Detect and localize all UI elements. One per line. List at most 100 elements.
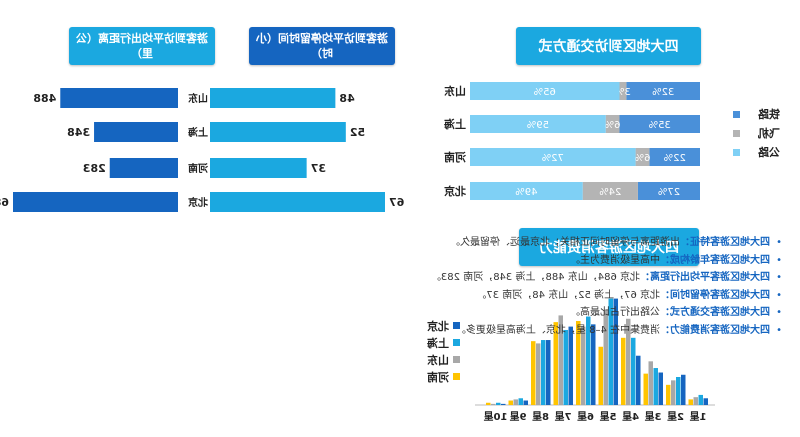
stay-hours-bar xyxy=(210,88,336,108)
transport-bar-segment xyxy=(635,148,650,166)
consumption-bar xyxy=(603,309,608,405)
consumption-bar xyxy=(703,398,708,405)
consumption-bar xyxy=(536,343,541,405)
transport-bar-segment xyxy=(582,182,638,200)
consumption-bar xyxy=(581,326,586,405)
transport-data-label: 6% xyxy=(635,153,651,164)
consumption-bar xyxy=(676,377,681,405)
transport-legend-swatch xyxy=(733,111,740,118)
consumption-bar xyxy=(598,346,603,405)
consumption-category-label: 4星 xyxy=(622,411,639,423)
consumption-bar xyxy=(496,402,501,405)
transport-category-label: 北京 xyxy=(444,184,466,198)
consumption-bar xyxy=(531,341,536,405)
analysis-notes: • 四大地区游客特征：出游距离与停留时间正相关；北京最远、停留最久。 • 四大地区游… xyxy=(402,236,782,341)
analysis-text: 出游距离与停留时间正相关；北京最远、停留最久。 xyxy=(450,237,680,248)
analysis-lead: 四大地区游客停留时间： xyxy=(660,289,770,301)
stay-hours-category-label: 山东 xyxy=(188,92,208,105)
consumption-bar xyxy=(486,402,491,405)
consumption-bar xyxy=(688,399,693,405)
analysis-lead: 四大地区游客消费能力： xyxy=(660,324,770,336)
transport-bar-segment xyxy=(637,182,700,200)
analysis-item: • 四大地区游客交通方式：公路出行占比最高。 xyxy=(402,306,782,321)
consumption-bar xyxy=(563,329,568,405)
bullet-icon: • xyxy=(776,289,782,301)
transport-legend-label: 飞机 xyxy=(758,126,780,140)
stay-hours-value-label: 52 xyxy=(350,126,365,139)
consumption-category-label: 7星 xyxy=(555,411,572,423)
transport-data-label: 22% xyxy=(664,153,686,164)
stay-hours-bar xyxy=(210,122,346,142)
consumption-category-label: 10星 xyxy=(484,411,508,423)
transport-bar-segment xyxy=(619,115,700,133)
analysis-item: • 四大地区游客特征：出游距离与停留时间正相关；北京最远、停留最久。 xyxy=(402,236,782,251)
consumption-bar xyxy=(631,337,636,405)
consumption-bar xyxy=(643,373,648,405)
transport-bar-segment xyxy=(649,148,700,166)
transport-legend-label: 铁路 xyxy=(757,107,780,121)
analysis-lead: 四大地区游客平均出行距离： xyxy=(640,272,770,283)
consumption-bar xyxy=(681,374,686,405)
consumption-bar xyxy=(658,372,663,405)
consumption-bar xyxy=(653,368,658,405)
stay-hours-category-label: 北京 xyxy=(188,196,208,209)
analysis-item: • 四大地区游客消费能力：消费集中在 4–8 星，北京、上海高星级更多。 xyxy=(402,324,782,339)
transport-data-label: 49% xyxy=(515,187,537,198)
consumption-bar xyxy=(671,380,676,405)
consumption-bar xyxy=(698,394,703,405)
stay-hours-category-label: 河南 xyxy=(188,162,208,175)
consumption-bar xyxy=(508,400,513,405)
consumption-bar xyxy=(518,398,523,405)
distance-bar xyxy=(13,192,178,212)
bullet-icon: • xyxy=(776,237,782,248)
consumption-legend-label: 河南 xyxy=(427,370,449,384)
stay-hours-value-label: 67 xyxy=(389,196,404,209)
consumption-category-label: 2星 xyxy=(667,411,684,423)
transport-category-label: 河南 xyxy=(444,150,466,164)
stay-hours-value-label: 48 xyxy=(339,92,354,105)
consumption-category-label: 6星 xyxy=(577,411,594,423)
transport-bar-segment xyxy=(470,182,583,200)
consumption-legend-label: 北京 xyxy=(427,319,449,333)
transport-legend-swatch xyxy=(733,130,740,137)
consumption-bar xyxy=(648,361,653,405)
consumption-bar xyxy=(586,316,591,405)
consumption-legend-label: 山东 xyxy=(427,353,449,367)
transport-bar-segment xyxy=(605,115,620,133)
consumption-bar xyxy=(613,298,618,405)
consumption-legend-swatch xyxy=(453,356,460,363)
distance-bar xyxy=(60,88,178,108)
consumption-legend-label: 上海 xyxy=(427,336,449,350)
analysis-lead: 四大地区游客交通方式： xyxy=(660,307,770,318)
bullet-icon: • xyxy=(776,254,782,266)
consumption-legend-swatch xyxy=(453,322,460,329)
analysis-item: • 四大地区游客平均出行距离：北京 684，山东 488，上海 348，河南 28… xyxy=(402,271,782,286)
consumption-bar xyxy=(568,326,573,405)
consumption-bar xyxy=(553,322,558,405)
distance-bar xyxy=(94,122,178,142)
analysis-text: 消费集中在 4–8 星，北京、上海高星级更多。 xyxy=(455,324,660,336)
bullet-icon: • xyxy=(776,307,782,318)
bullet-icon: • xyxy=(776,272,782,283)
transport-data-label: 72% xyxy=(542,153,564,164)
consumption-bar xyxy=(608,298,613,405)
transport-data-label: 3% xyxy=(615,87,631,98)
consumption-category-label: 1星 xyxy=(690,411,707,423)
transport-legend-swatch xyxy=(733,149,740,156)
transport-data-label: 35% xyxy=(649,120,671,131)
consumption-category-label: 3星 xyxy=(645,411,662,423)
analysis-text: 北京 67，上海 52，山东 48，河南 37。 xyxy=(476,289,660,301)
consumption-legend-swatch xyxy=(453,339,460,346)
analysis-item: • 四大地区游客年龄构成：中高星级消费为主。 xyxy=(402,254,782,269)
consumption-bar xyxy=(546,340,551,405)
analysis-text: 公路出行占比最高。 xyxy=(570,307,660,318)
transport-data-label: 6% xyxy=(605,120,621,131)
analysis-item: • 四大地区游客停留时间：北京 67，上海 52，山东 48，河南 37。 xyxy=(402,289,782,304)
consumption-bar xyxy=(513,399,518,405)
transport-data-label: 27% xyxy=(658,187,680,198)
consumption-category-label: 5星 xyxy=(600,411,617,423)
consumption-bar xyxy=(558,315,563,405)
